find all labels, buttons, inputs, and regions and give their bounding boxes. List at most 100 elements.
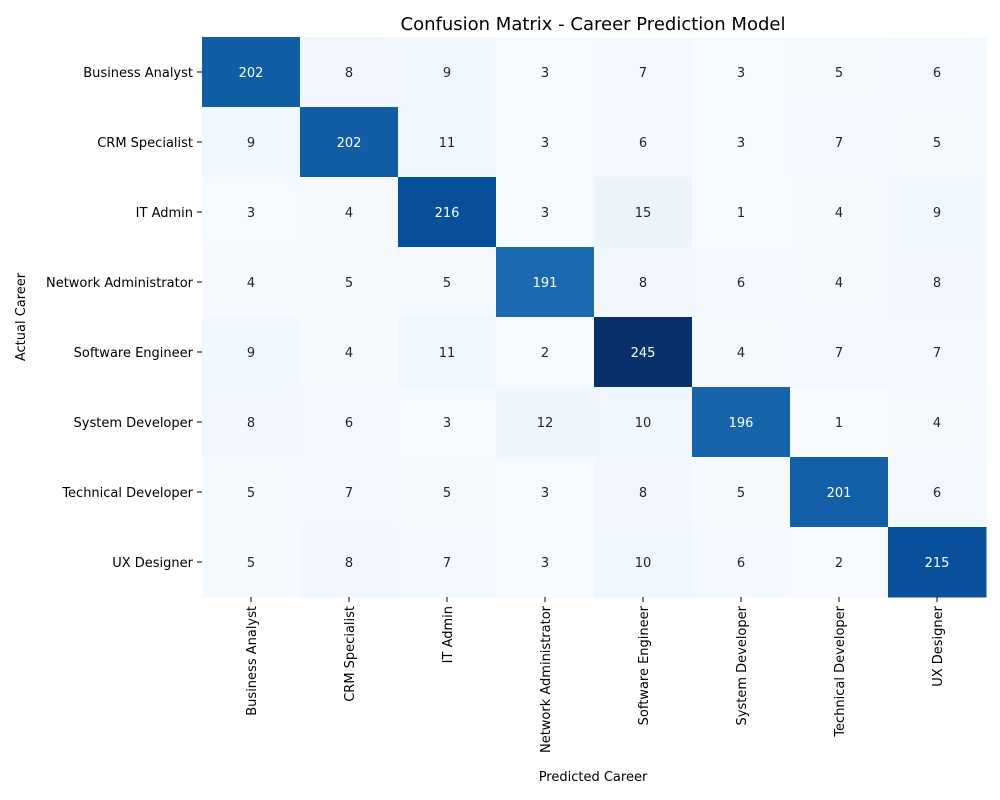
heatmap-cell <box>888 247 987 318</box>
cell-value-label: 5 <box>345 276 353 291</box>
x-tick-label: IT Admin <box>441 606 456 663</box>
heatmap-cell <box>790 37 889 108</box>
cell-value-label: 8 <box>639 276 647 291</box>
heatmap-cell <box>202 247 301 318</box>
heatmap-cells: 202 8 9 3 7 3 5 69 202 11 3 6 3 7 53 4 216 3 15 1 4 94 5 5 191 8 6… <box>202 37 987 598</box>
cell-value-label: 4 <box>737 346 745 361</box>
y-tick-label: Business Analyst <box>83 66 193 81</box>
cell-value-label: 4 <box>345 346 353 361</box>
cell-value-label: 8 <box>345 556 353 571</box>
heatmap-cell <box>594 317 693 388</box>
heatmap-cell <box>300 527 399 598</box>
heatmap-cell <box>398 317 497 388</box>
cell-value-label: 10 <box>635 556 652 571</box>
y-tick-label: CRM Specialist <box>97 136 193 151</box>
heatmap-cell <box>496 37 595 108</box>
cell-value-label: 215 <box>925 556 950 571</box>
heatmap-cell <box>300 457 399 528</box>
heatmap-cell <box>300 247 399 318</box>
heatmap-cell <box>594 107 693 178</box>
cell-value-label: 7 <box>639 66 647 81</box>
heatmap-cell <box>300 37 399 108</box>
cell-value-label: 196 <box>729 416 754 431</box>
cell-value-label: 3 <box>541 206 549 221</box>
heatmap-cell <box>398 177 497 248</box>
x-axis-label: Predicted Career <box>539 770 648 785</box>
cell-value-label: 191 <box>533 276 558 291</box>
heatmap-cell <box>692 387 791 458</box>
heatmap-cell <box>300 387 399 458</box>
heatmap-cell <box>888 527 987 598</box>
cell-value-label: 3 <box>443 416 451 431</box>
cell-value-label: 5 <box>443 486 451 501</box>
heatmap-cell <box>790 317 889 388</box>
cell-value-label: 10 <box>635 416 652 431</box>
cell-value-label: 9 <box>443 66 451 81</box>
cell-value-label: 5 <box>247 556 255 571</box>
x-axis-ticks: Business Analyst CRM Specialist IT Admin Ne… <box>245 597 946 753</box>
cell-value-label: 6 <box>933 486 941 501</box>
heatmap-cell <box>398 527 497 598</box>
cell-value-label: 5 <box>835 66 843 81</box>
cell-value-label: 3 <box>247 206 255 221</box>
heatmap-cell <box>790 457 889 528</box>
cell-value-label: 3 <box>541 136 549 151</box>
cell-value-label: 8 <box>247 416 255 431</box>
x-tick-label: Technical Developer <box>833 605 848 737</box>
heatmap-cell <box>398 387 497 458</box>
cell-value-label: 3 <box>737 136 745 151</box>
heatmap-cell <box>496 247 595 318</box>
y-tick-label: System Developer <box>74 416 194 431</box>
cell-value-label: 2 <box>835 556 843 571</box>
cell-value-label: 245 <box>631 346 656 361</box>
cell-value-label: 6 <box>933 66 941 81</box>
heatmap-cell <box>202 177 301 248</box>
cell-value-label: 7 <box>835 346 843 361</box>
cell-value-label: 7 <box>443 556 451 571</box>
heatmap-cell <box>202 387 301 458</box>
x-tick-label: Software Engineer <box>637 605 652 725</box>
x-tick-label: Network Administrator <box>539 605 554 753</box>
cell-value-label: 9 <box>247 346 255 361</box>
chart-title: Confusion Matrix - Career Prediction Mod… <box>401 14 786 35</box>
cell-value-label: 11 <box>439 136 456 151</box>
heatmap-cell <box>496 457 595 528</box>
heatmap-cell <box>202 37 301 108</box>
cell-value-label: 202 <box>337 136 362 151</box>
heatmap-cell <box>496 107 595 178</box>
cell-value-label: 5 <box>443 276 451 291</box>
cell-value-label: 4 <box>933 416 941 431</box>
heatmap-cell <box>496 177 595 248</box>
cell-value-label: 4 <box>247 276 255 291</box>
cell-value-label: 3 <box>541 66 549 81</box>
heatmap-cell <box>594 457 693 528</box>
heatmap-cell <box>692 177 791 248</box>
cell-value-label: 6 <box>737 556 745 571</box>
heatmap-cell <box>888 37 987 108</box>
x-tick-label: CRM Specialist <box>343 606 358 702</box>
y-axis-label: Actual Career <box>14 272 29 361</box>
heatmap-cell <box>692 247 791 318</box>
heatmap-cell <box>790 247 889 318</box>
heatmap-cell <box>888 387 987 458</box>
heatmap-cell <box>496 317 595 388</box>
cell-value-label: 1 <box>835 416 843 431</box>
cell-value-label: 9 <box>247 136 255 151</box>
heatmap-cell <box>790 387 889 458</box>
y-axis-ticks: Business Analyst CRM Specialist IT Admin Ne… <box>46 66 202 571</box>
cell-value-label: 8 <box>933 276 941 291</box>
cell-value-label: 1 <box>737 206 745 221</box>
cell-value-label: 4 <box>835 276 843 291</box>
cell-value-label: 6 <box>737 276 745 291</box>
y-tick-label: Software Engineer <box>74 346 194 361</box>
heatmap-cell <box>300 177 399 248</box>
cell-value-label: 6 <box>345 416 353 431</box>
heatmap-cell <box>398 457 497 528</box>
cell-value-label: 201 <box>827 486 852 501</box>
cell-value-label: 7 <box>933 346 941 361</box>
cell-value-label: 3 <box>737 66 745 81</box>
heatmap-cell <box>692 37 791 108</box>
cell-value-label: 3 <box>541 556 549 571</box>
cell-value-label: 12 <box>537 416 554 431</box>
x-tick-label: Business Analyst <box>245 606 260 716</box>
